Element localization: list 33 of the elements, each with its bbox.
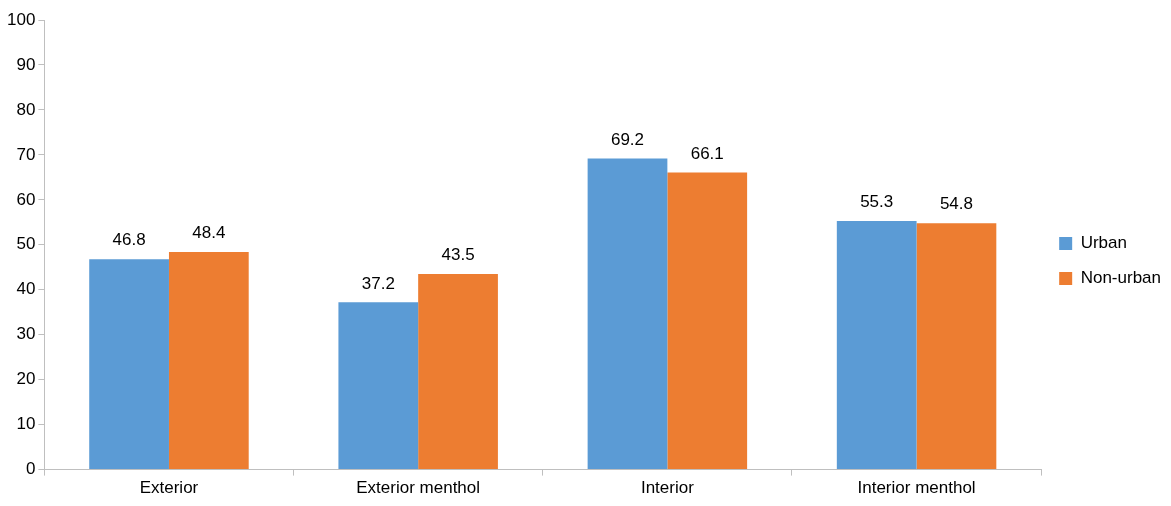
legend-label: Non-urban — [1080, 268, 1161, 288]
y-tick-label: 80 — [16, 99, 36, 119]
y-tick-label: 40 — [16, 279, 36, 299]
bar — [338, 302, 419, 470]
x-tick-label: Interior menthol — [857, 478, 976, 498]
data-label: 66.1 — [690, 143, 724, 163]
y-tick-label: 30 — [16, 324, 36, 344]
bar — [667, 172, 748, 470]
legend-label: Urban — [1080, 233, 1127, 253]
y-tick-label: 100 — [6, 9, 36, 29]
data-label: 48.4 — [192, 223, 226, 243]
bar — [587, 158, 668, 470]
y-tick-label: 0 — [25, 459, 36, 479]
data-label: 46.8 — [112, 230, 146, 250]
data-label: 55.3 — [860, 192, 894, 212]
x-tick-label: Exterior — [139, 478, 199, 498]
data-label: 69.2 — [610, 129, 645, 149]
bar — [89, 259, 169, 470]
y-tick-label: 70 — [16, 144, 36, 164]
y-tick-label: 90 — [16, 54, 36, 74]
x-tick-label: Interior — [640, 478, 695, 498]
bar — [168, 251, 249, 470]
y-tick-label: 60 — [16, 189, 36, 209]
data-label: 54.8 — [939, 194, 973, 214]
data-label: 37.2 — [361, 273, 395, 293]
y-tick-label: 50 — [16, 234, 36, 254]
data-label: 43.5 — [441, 245, 475, 265]
bar — [836, 220, 917, 470]
y-tick-label: 10 — [16, 414, 36, 434]
x-tick-label: Exterior menthol — [356, 478, 481, 498]
bar — [418, 274, 498, 470]
y-tick-label: 20 — [16, 369, 36, 389]
bar — [916, 223, 997, 470]
